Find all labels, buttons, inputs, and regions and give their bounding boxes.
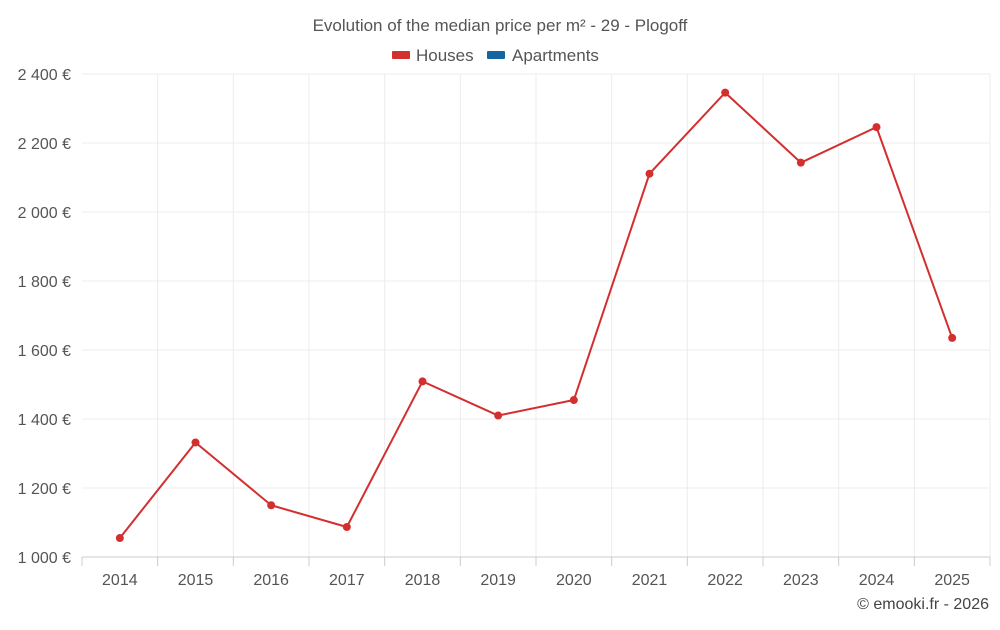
chart-title: Evolution of the median price per m² - 2… xyxy=(313,16,688,35)
data-point-houses[interactable] xyxy=(948,333,957,342)
x-tick-label: 2017 xyxy=(329,572,365,589)
axes: 1 000 € 1 200 € 1 400 € 1 600 € 1 800 € 2 000… xyxy=(18,67,991,589)
series xyxy=(115,88,957,543)
x-tick-label: 2023 xyxy=(783,572,819,589)
y-tick-label: 2 000 € xyxy=(18,205,71,222)
x-tick-label: 2024 xyxy=(859,572,895,589)
data-point-houses[interactable] xyxy=(494,411,503,420)
data-point-houses[interactable] xyxy=(115,534,124,543)
data-point-houses[interactable] xyxy=(645,169,654,178)
x-tick-label: 2019 xyxy=(480,572,516,589)
x-tick-label: 2021 xyxy=(632,572,668,589)
legend-item-houses[interactable]: Houses xyxy=(392,46,474,65)
x-tick-label: 2020 xyxy=(556,572,592,589)
series-line-houses xyxy=(119,91,954,539)
data-point-houses[interactable] xyxy=(796,158,805,167)
data-point-houses[interactable] xyxy=(342,522,351,531)
legend-swatch-houses xyxy=(392,51,410,59)
data-point-houses[interactable] xyxy=(872,123,881,132)
data-point-houses[interactable] xyxy=(191,438,200,447)
y-tick-label: 2 200 € xyxy=(18,136,71,153)
y-tick-label: 1 400 € xyxy=(18,412,71,429)
legend-swatch-apartments xyxy=(487,51,505,59)
y-tick-label: 1 600 € xyxy=(18,343,71,360)
data-point-houses[interactable] xyxy=(418,377,427,386)
legend-label-apartments: Apartments xyxy=(512,46,599,65)
grid xyxy=(82,73,991,557)
y-tick-label: 1 200 € xyxy=(18,481,71,498)
y-tick-label: 1 800 € xyxy=(18,274,71,291)
data-point-houses[interactable] xyxy=(569,396,578,405)
credit-text: © emooki.fr - 2026 xyxy=(857,596,989,613)
x-tick-label: 2015 xyxy=(178,572,214,589)
legend-item-apartments[interactable]: Apartments xyxy=(487,46,599,65)
x-tick-label: 2016 xyxy=(253,572,289,589)
legend-label-houses: Houses xyxy=(416,46,474,65)
legend: Houses Apartments xyxy=(392,46,599,65)
x-tick-label: 2014 xyxy=(102,572,138,589)
x-tick-label: 2025 xyxy=(934,572,970,589)
x-tick-label: 2018 xyxy=(405,572,441,589)
data-point-houses[interactable] xyxy=(267,501,276,510)
x-tick-label: 2022 xyxy=(707,572,743,589)
y-tick-label: 2 400 € xyxy=(18,67,71,84)
data-point-houses[interactable] xyxy=(721,88,730,97)
y-tick-label: 1 000 € xyxy=(18,550,71,567)
